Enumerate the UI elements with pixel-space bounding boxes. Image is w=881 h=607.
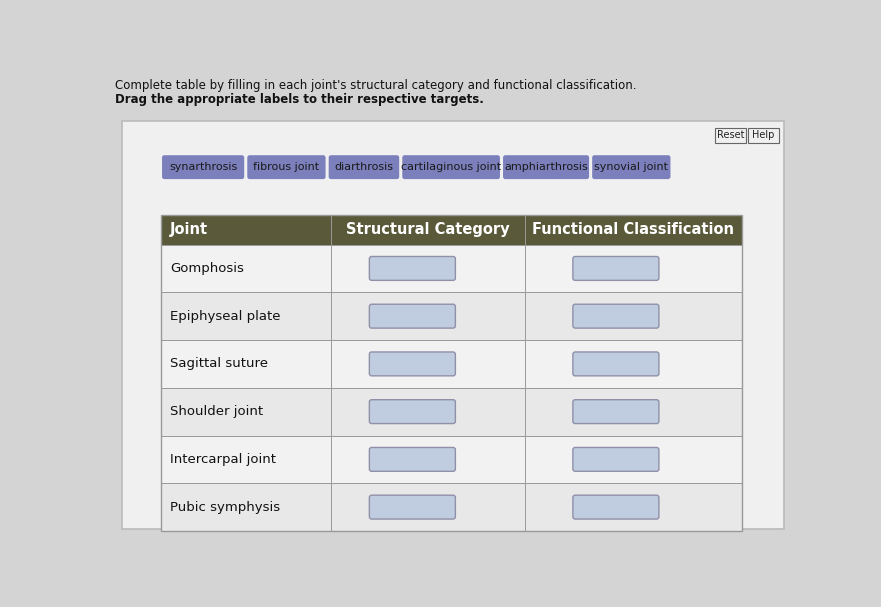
Bar	[160, 215, 742, 245]
Text: amphiarthrosis: amphiarthrosis	[504, 162, 588, 172]
FancyBboxPatch shape	[715, 127, 746, 143]
Text: Sagittal suture: Sagittal suture	[170, 358, 268, 370]
Text: Shoulder joint: Shoulder joint	[170, 405, 263, 418]
Bar	[160, 245, 742, 293]
Text: synarthrosis: synarthrosis	[169, 162, 237, 172]
Bar	[160, 435, 742, 483]
Text: Epiphyseal plate: Epiphyseal plate	[170, 310, 280, 323]
Text: Pubic symphysis: Pubic symphysis	[170, 501, 280, 514]
Text: Intercarpal joint: Intercarpal joint	[170, 453, 276, 466]
Bar	[160, 483, 742, 531]
FancyBboxPatch shape	[748, 127, 779, 143]
FancyBboxPatch shape	[573, 447, 659, 471]
FancyBboxPatch shape	[369, 352, 455, 376]
Text: synovial joint: synovial joint	[595, 162, 669, 172]
FancyBboxPatch shape	[573, 304, 659, 328]
Bar	[160, 340, 742, 388]
FancyBboxPatch shape	[573, 399, 659, 424]
Bar	[160, 293, 742, 340]
Text: Complete table by filling in each joint's structural category and functional cla: Complete table by filling in each joint'…	[115, 79, 636, 92]
Bar	[160, 215, 742, 531]
FancyBboxPatch shape	[248, 155, 326, 179]
FancyBboxPatch shape	[369, 399, 455, 424]
FancyBboxPatch shape	[573, 495, 659, 519]
FancyBboxPatch shape	[369, 447, 455, 471]
FancyBboxPatch shape	[573, 257, 659, 280]
Text: Gomphosis: Gomphosis	[170, 262, 244, 275]
Text: Reset: Reset	[717, 131, 744, 140]
Text: cartilaginous joint: cartilaginous joint	[401, 162, 501, 172]
FancyBboxPatch shape	[162, 155, 244, 179]
FancyBboxPatch shape	[573, 352, 659, 376]
Text: Structural Category: Structural Category	[346, 222, 510, 237]
FancyBboxPatch shape	[369, 495, 455, 519]
Text: Help: Help	[752, 131, 774, 140]
Bar	[160, 388, 742, 435]
FancyBboxPatch shape	[369, 304, 455, 328]
FancyBboxPatch shape	[329, 155, 399, 179]
FancyBboxPatch shape	[592, 155, 670, 179]
Bar	[122, 121, 784, 529]
Text: Functional Classification: Functional Classification	[532, 222, 734, 237]
Text: diarthrosis: diarthrosis	[335, 162, 394, 172]
FancyBboxPatch shape	[403, 155, 500, 179]
FancyBboxPatch shape	[369, 257, 455, 280]
Text: Drag the appropriate labels to their respective targets.: Drag the appropriate labels to their res…	[115, 93, 484, 106]
Text: Joint: Joint	[170, 222, 208, 237]
Text: fibrous joint: fibrous joint	[254, 162, 320, 172]
FancyBboxPatch shape	[503, 155, 589, 179]
